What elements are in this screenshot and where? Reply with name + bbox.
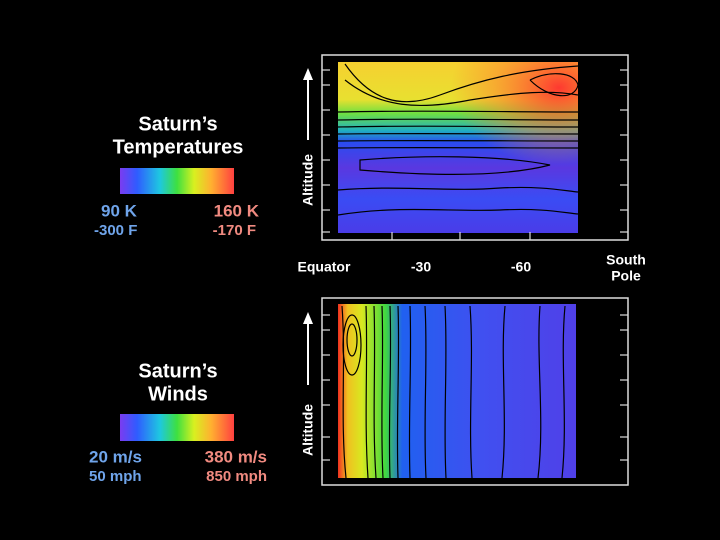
ticks xyxy=(322,69,628,240)
legend-max: 160 K xyxy=(214,201,260,220)
legend-min-secondary: 50 mph xyxy=(89,468,142,485)
frame xyxy=(321,54,629,241)
legend-max-secondary: -170 F xyxy=(213,222,256,239)
x-end-label: South xyxy=(606,252,646,268)
ticks xyxy=(322,314,628,461)
y-axis-label: Altitude xyxy=(300,404,316,456)
legend-max-secondary: 850 mph xyxy=(206,468,267,485)
x-end-label: Pole xyxy=(611,268,641,284)
heatmap xyxy=(338,304,576,478)
legend-min-secondary: -300 F xyxy=(94,222,137,239)
wind-panel: Altitude xyxy=(300,297,629,486)
x-tick-label: -30 xyxy=(411,259,431,275)
temperature-panel: Altitude xyxy=(300,54,629,241)
contours xyxy=(337,63,579,216)
color-bar xyxy=(120,414,234,441)
legend-max: 380 m/s xyxy=(205,447,267,466)
legend-title: Winds xyxy=(148,383,208,405)
y-axis-label: Altitude xyxy=(300,154,316,206)
x-tick-label: -60 xyxy=(511,259,531,275)
arrow-head xyxy=(303,312,313,324)
legend-title: Saturn’s xyxy=(138,360,217,382)
legend-title: Saturn’s xyxy=(138,113,217,135)
legend-title: Temperatures xyxy=(113,136,244,158)
frame xyxy=(321,297,629,486)
color-bar xyxy=(120,168,234,194)
legend-min: 20 m/s xyxy=(89,447,142,466)
contours xyxy=(341,305,566,479)
legend-min: 90 K xyxy=(101,201,138,220)
arrow-head xyxy=(303,68,313,80)
x-tick-label: Equator xyxy=(298,259,351,275)
